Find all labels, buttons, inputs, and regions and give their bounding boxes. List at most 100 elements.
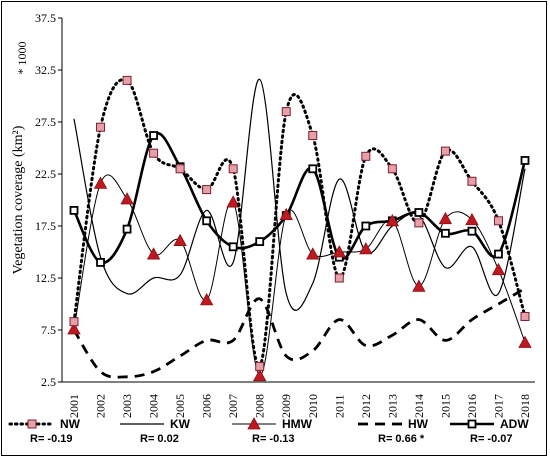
data-point-hmw bbox=[67, 322, 81, 335]
data-point-hmw bbox=[412, 279, 426, 292]
data-point-hmw bbox=[199, 293, 214, 306]
y-tick-label: 27.5 bbox=[35, 115, 56, 129]
y-tick-label: 7.5 bbox=[41, 323, 56, 337]
x-tick-label: 2004 bbox=[147, 394, 161, 418]
x-tick-label: 2002 bbox=[94, 394, 108, 418]
data-point-nw bbox=[308, 131, 318, 141]
x-tick-label: 2013 bbox=[385, 394, 399, 418]
x-tick-label: 2003 bbox=[120, 394, 134, 418]
data-point-adw bbox=[441, 228, 450, 238]
data-point-adw bbox=[361, 221, 371, 231]
data-point-adw bbox=[149, 131, 158, 140]
data-point-nw bbox=[69, 317, 79, 327]
x-tick-label: 2010 bbox=[306, 394, 320, 418]
data-point-adw bbox=[414, 208, 424, 217]
x-tick-label: 2015 bbox=[438, 394, 452, 418]
axes: * 1000 Vegetation coverage (km²) bbox=[11, 18, 535, 383]
x-tick-label: 2016 bbox=[465, 394, 479, 418]
data-point-nw bbox=[149, 148, 159, 158]
data-point-nw bbox=[122, 75, 132, 85]
data-point-nw bbox=[361, 151, 371, 161]
data-point-nw bbox=[520, 311, 530, 321]
data-point-adw bbox=[69, 205, 79, 215]
data-point-adw bbox=[202, 216, 212, 226]
x-tick-label: 2017 bbox=[491, 394, 505, 418]
series-line-hw bbox=[72, 287, 526, 379]
data-point-adw bbox=[255, 237, 265, 247]
data-point-hmw bbox=[385, 213, 400, 227]
data-point-hmw bbox=[279, 207, 293, 220]
y-tick-label: 2.5 bbox=[41, 375, 56, 389]
legend-label-hw: HW bbox=[408, 417, 429, 431]
data-point-hmw bbox=[93, 176, 108, 189]
x-tick-label: 2018 bbox=[518, 394, 532, 418]
r-value-hmw: R= -0.13 bbox=[252, 433, 295, 445]
data-point-nw bbox=[467, 176, 477, 186]
r-value-kw: R= 0.02 bbox=[140, 433, 179, 445]
legend: NW R= -0.19 KW R= 0.02 HMW R= -0.13 HW R= 0.66 … bbox=[8, 417, 529, 445]
data-point-hmw bbox=[465, 212, 479, 226]
legend-label-nw: NW bbox=[60, 417, 81, 431]
x-tick-label: 2001 bbox=[67, 394, 81, 418]
data-point-nw bbox=[414, 218, 424, 228]
series-line-hmw bbox=[73, 174, 526, 377]
y-tick-label: 37.5 bbox=[35, 11, 56, 25]
y-tick-label: 32.5 bbox=[35, 63, 56, 77]
data-point-adw bbox=[494, 249, 503, 259]
x-tick-label: 2009 bbox=[279, 394, 293, 418]
r-value-hw: R= 0.66 * bbox=[378, 433, 425, 445]
data-point-nw bbox=[96, 122, 106, 132]
tick-labels: 2.5 7.5 12.5 17.5 22.5 27.5 32.5 37.5 2001 2002 20… bbox=[35, 11, 532, 418]
data-point-nw bbox=[334, 273, 344, 283]
data-point-adw bbox=[520, 156, 530, 165]
legend-marker-nw bbox=[27, 419, 37, 429]
data-point-adw bbox=[122, 224, 132, 234]
x-tick-label: 2012 bbox=[359, 394, 373, 418]
data-point-hmw bbox=[332, 245, 346, 258]
y-tick-label: 12.5 bbox=[35, 271, 56, 285]
x-tick-label: 2014 bbox=[412, 394, 426, 418]
data-point-adw bbox=[228, 242, 238, 252]
series-line-kw bbox=[73, 78, 526, 311]
data-point-nw bbox=[175, 164, 185, 174]
data-point-hmw bbox=[438, 211, 453, 225]
r-value-nw: R= -0.19 bbox=[30, 433, 73, 445]
data-point-nw bbox=[255, 361, 265, 371]
y-axis-title: Vegetation coverage (km²) bbox=[11, 125, 26, 274]
data-point-nw bbox=[281, 107, 291, 117]
x-tick-label: 2005 bbox=[173, 394, 187, 418]
data-point-hmw bbox=[173, 233, 187, 246]
series-line-adw bbox=[72, 131, 527, 265]
data-point-hmw bbox=[146, 247, 161, 260]
data-point-nw bbox=[440, 146, 450, 156]
data-point-hmw bbox=[491, 262, 506, 276]
y-tick-label: 22.5 bbox=[35, 167, 56, 181]
x-tick-label: 2011 bbox=[332, 394, 346, 418]
plot-area bbox=[67, 75, 532, 382]
data-point-hmw bbox=[306, 247, 320, 260]
data-point-nw bbox=[202, 185, 212, 195]
x-tick-label: 2008 bbox=[253, 394, 267, 418]
data-point-adw bbox=[308, 164, 318, 174]
r-value-adw: R= -0.07 bbox=[470, 433, 513, 445]
data-point-hmw bbox=[120, 192, 134, 205]
y-multiplier-label: * 1000 bbox=[15, 42, 29, 75]
data-point-nw bbox=[387, 164, 397, 174]
legend-label-kw: KW bbox=[170, 417, 191, 431]
legend-label-adw: ADW bbox=[500, 417, 529, 431]
data-point-hmw bbox=[253, 368, 267, 382]
legend-marker-hmw bbox=[247, 417, 261, 430]
series-line-nw bbox=[72, 78, 527, 368]
data-point-adw bbox=[96, 257, 105, 267]
legend-label-hmw: HMW bbox=[282, 417, 313, 431]
y-tick-label: 17.5 bbox=[35, 219, 56, 233]
data-point-hmw bbox=[359, 242, 373, 255]
data-point-hmw bbox=[226, 195, 240, 208]
data-point-nw bbox=[493, 216, 503, 226]
x-tick-label: 2006 bbox=[200, 394, 214, 418]
legend-marker-adw bbox=[467, 419, 477, 429]
data-point-hmw bbox=[518, 335, 532, 348]
data-point-adw bbox=[467, 226, 477, 236]
x-tick-label: 2007 bbox=[226, 394, 240, 418]
